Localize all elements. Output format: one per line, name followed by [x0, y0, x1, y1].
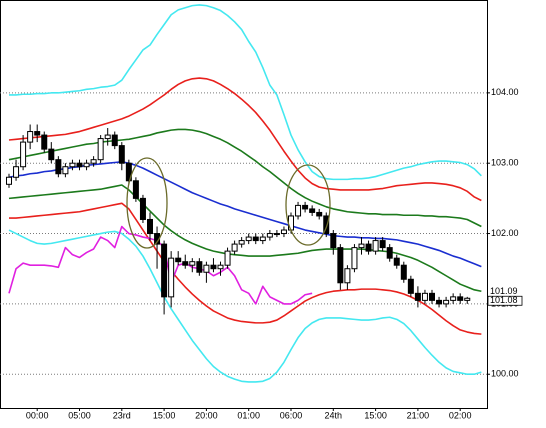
- candle-body: [259, 236, 266, 242]
- indicator-line: [8, 77, 482, 202]
- line-layer: [8, 4, 482, 383]
- candle-body: [309, 208, 316, 213]
- candle-body: [337, 247, 344, 284]
- candle-body: [330, 233, 337, 249]
- candle-body: [111, 134, 118, 147]
- axis-layer: 100.00101.00102.00103.00104.0000:0005:00…: [26, 87, 523, 420]
- candle-body: [436, 299, 443, 305]
- candle-body: [414, 292, 421, 301]
- candle-body: [118, 145, 125, 164]
- indicator-line: [8, 229, 482, 383]
- price-label-box: [487, 295, 523, 306]
- candle-body: [189, 261, 196, 266]
- candle-body: [358, 243, 365, 249]
- indicator-line: [8, 184, 482, 293]
- candle-body: [464, 297, 471, 301]
- candle-body: [27, 131, 34, 143]
- candle-body: [450, 296, 457, 301]
- x-tick-label: 15:00: [364, 410, 387, 420]
- candle-body: [41, 134, 48, 150]
- price-label: 101.08: [490, 295, 518, 305]
- candle-body: [379, 240, 386, 249]
- candle-layer: [6, 124, 471, 315]
- candle-body: [76, 162, 83, 168]
- x-tick-label: 23rd: [113, 410, 131, 420]
- candle-body: [62, 166, 69, 175]
- y-tick-label: 100.00: [491, 369, 519, 379]
- candle-body: [55, 159, 62, 175]
- candle-body: [48, 148, 55, 161]
- candle-body: [97, 138, 104, 161]
- candle-body: [266, 233, 273, 238]
- indicator-line: [8, 128, 482, 228]
- candle-body: [302, 204, 309, 210]
- candle-body: [393, 257, 400, 266]
- indicator-line: [9, 202, 482, 335]
- x-tick-label: 02:00: [449, 410, 472, 420]
- candle-body: [83, 162, 90, 168]
- candle-body: [443, 299, 450, 305]
- candle-body: [69, 162, 76, 168]
- x-tick-label: 15:00: [153, 410, 176, 420]
- plot-frame: [0, 0, 488, 409]
- candle-body: [407, 278, 414, 294]
- candle-body: [323, 215, 330, 235]
- candle-body: [400, 264, 407, 280]
- candle-body: [20, 141, 27, 168]
- indicator-line: [9, 4, 482, 181]
- candle-body: [457, 296, 464, 301]
- candle-body: [13, 166, 20, 178]
- candle-body: [421, 292, 428, 301]
- candle-body: [175, 257, 182, 263]
- candle-body: [203, 264, 210, 273]
- candle-body: [295, 204, 302, 217]
- candle-body: [386, 247, 393, 259]
- candle-body: [231, 243, 238, 252]
- candle-body: [372, 240, 379, 252]
- candle-body: [104, 134, 111, 140]
- candle-body: [196, 261, 203, 273]
- y-tick-label: 103.00: [491, 158, 519, 168]
- x-tick-label: 00:00: [26, 410, 49, 420]
- candle-body: [351, 247, 358, 270]
- x-tick-label: 05:00: [68, 410, 91, 420]
- candle-body: [316, 211, 323, 217]
- candle-body: [238, 240, 245, 245]
- x-tick-label: 21:00: [407, 410, 430, 420]
- candle-body: [6, 176, 12, 185]
- candle-body: [217, 264, 224, 270]
- candle-body: [125, 162, 132, 182]
- candle-body: [252, 236, 259, 242]
- highlight-ellipse: [126, 157, 168, 249]
- x-tick-label: 24th: [325, 410, 343, 420]
- price-label: 101.09: [490, 286, 518, 296]
- candle-body: [245, 236, 252, 242]
- y-tick-label: 104.00: [491, 87, 519, 97]
- highlight-ellipse: [285, 164, 331, 246]
- candle-body: [132, 180, 139, 199]
- y-tick-label: 102.00: [491, 228, 519, 238]
- candle-body: [210, 264, 217, 270]
- candle-body: [161, 243, 168, 298]
- candle-body: [365, 243, 372, 252]
- candle-body: [429, 292, 435, 301]
- x-tick-label: 01:00: [237, 410, 260, 420]
- candle-body: [344, 268, 351, 284]
- candle-body: [224, 250, 231, 266]
- indicator-line: [8, 225, 313, 305]
- candle-body: [273, 233, 280, 236]
- candle-body: [139, 197, 146, 220]
- candle-body: [90, 159, 97, 164]
- x-tick-label: 20:00: [195, 410, 218, 420]
- candle-body: [34, 131, 41, 136]
- candle-body: [182, 261, 189, 266]
- candle-body: [280, 229, 287, 235]
- x-tick-label: 06:00: [280, 410, 303, 420]
- candle-body: [147, 218, 153, 235]
- candle-body: [168, 257, 175, 298]
